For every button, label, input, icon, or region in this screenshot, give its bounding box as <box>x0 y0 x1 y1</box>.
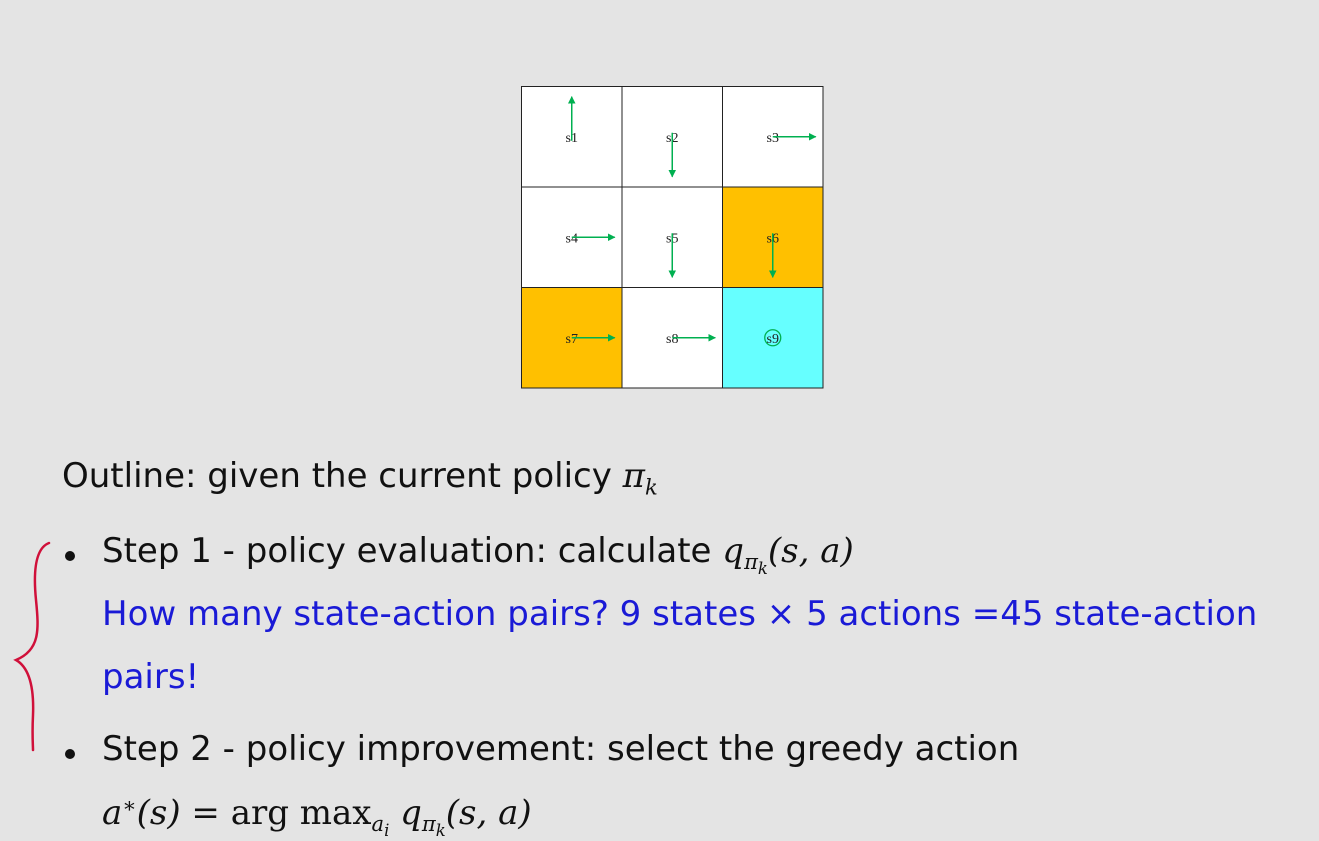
grid-cell-s5: s5 <box>621 186 723 288</box>
bullet-step-2 <box>65 749 75 759</box>
cell-label: s3 <box>767 131 779 146</box>
state-action-count-note: How many state-action pairs? 9 states × … <box>102 594 1258 634</box>
state-action-count-note-line-2: pairs! <box>102 657 200 697</box>
cell-label: s4 <box>566 231 578 246</box>
cell-label: s9 <box>767 332 779 347</box>
greedy-action-formula: a∗(s) = arg maxai qπk(s, a) <box>102 792 532 841</box>
grid-cell-s2: s2 <box>621 86 723 188</box>
grid-cell-s4: s4 <box>521 186 623 288</box>
step-2-text: Step 2 - policy improvement: select the … <box>102 729 1020 769</box>
cell-label: s7 <box>566 332 578 347</box>
grid-cell-s1: s1 <box>521 86 623 188</box>
grid-cell-s3: s3 <box>722 86 824 188</box>
brace-stroke <box>13 541 51 752</box>
grid-cell-s6: s6 <box>722 186 824 288</box>
bullet-step-1 <box>65 551 75 561</box>
cell-label: s8 <box>666 332 678 347</box>
grid-cell-s7: s7 <box>521 287 623 389</box>
action-stay-circle <box>764 329 782 347</box>
grid-cell-s8: s8 <box>621 287 723 389</box>
cell-background <box>722 287 824 389</box>
grid-world: s1 s2 s3 s4 s5 s6 s7 s8 s9 <box>521 86 824 389</box>
grid-cell-s9: s9 <box>722 287 824 389</box>
outline-text: Outline: given the current policy πk <box>62 456 658 500</box>
step-1-text: Step 1 - policy evaluation: calculate qπ… <box>102 531 854 579</box>
